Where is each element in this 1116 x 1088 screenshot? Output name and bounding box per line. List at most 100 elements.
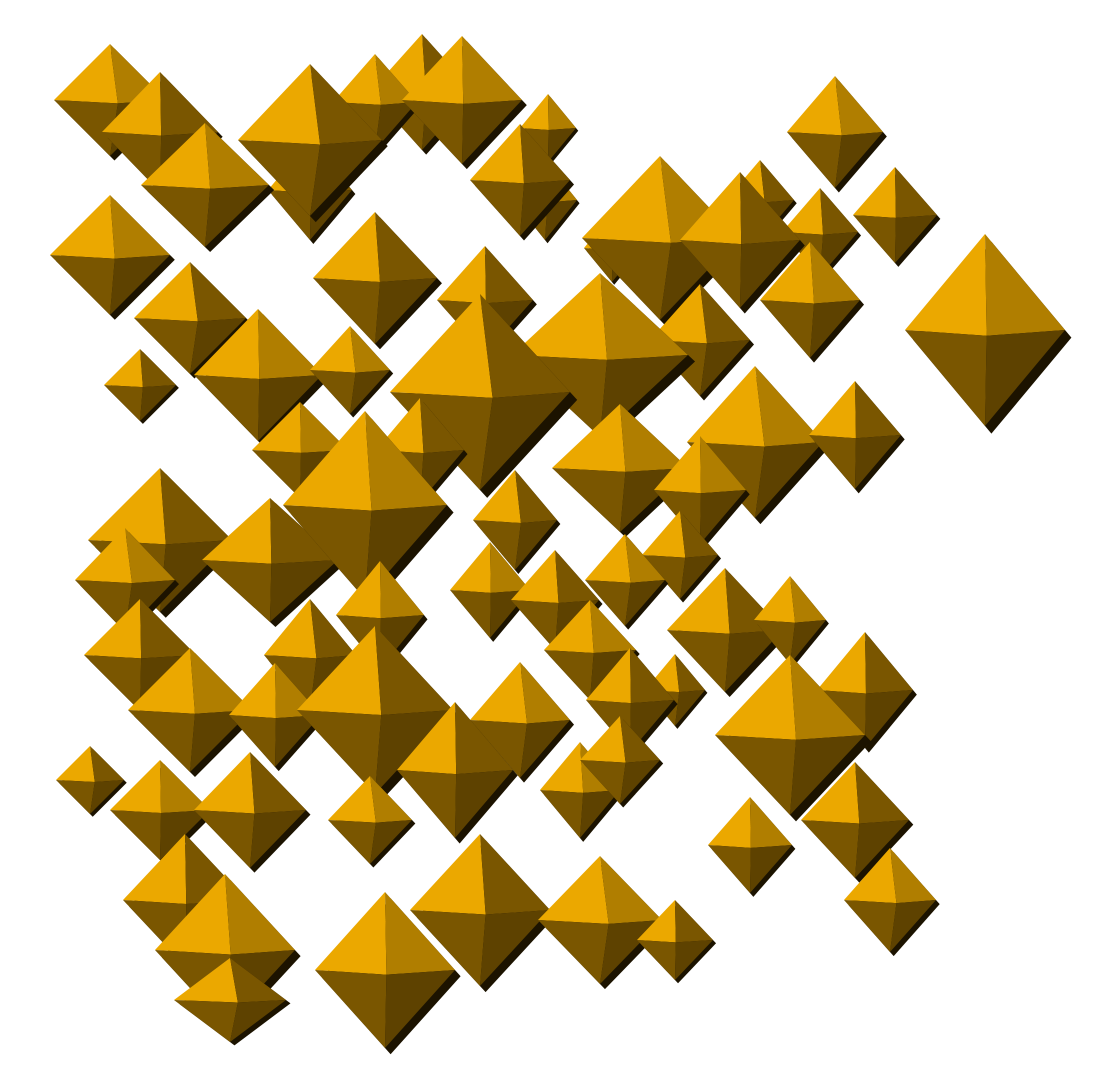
octahedron-face-lower-right bbox=[375, 102, 417, 150]
octahedron-face-upper-right bbox=[895, 167, 937, 218]
octahedron-face-lower-left bbox=[538, 920, 609, 984]
octahedron-face-lower-right bbox=[190, 318, 246, 374]
octahedron-face-lower-left bbox=[642, 555, 686, 599]
octahedron-face-lower-right bbox=[675, 940, 713, 980]
octahedron bbox=[194, 752, 311, 873]
octahedron bbox=[283, 411, 454, 607]
octahedron-face-lower-left bbox=[580, 760, 626, 804]
octahedron-face-upper-right bbox=[755, 366, 823, 447]
octahedron-face-lower-left bbox=[283, 505, 372, 599]
octahedron-face-upper-left bbox=[782, 188, 824, 235]
octahedron bbox=[708, 797, 796, 897]
octahedron-face-lower-left bbox=[134, 318, 198, 374]
octahedron-face-upper-left bbox=[853, 167, 896, 218]
octahedron-face-upper-left bbox=[88, 468, 166, 545]
octahedron bbox=[410, 834, 556, 993]
octahedron-face-lower-right bbox=[625, 580, 665, 626]
octahedron-face-upper-right bbox=[462, 36, 522, 104]
octahedron-face-lower-left bbox=[238, 140, 321, 216]
octahedron-face-lower-left bbox=[582, 238, 671, 320]
octahedron-face-lower-left bbox=[194, 810, 255, 868]
octahedron bbox=[397, 702, 518, 844]
octahedron-face-upper-right bbox=[90, 746, 124, 783]
octahedron-face-lower-right bbox=[110, 255, 170, 315]
octahedron-face-lower-left bbox=[667, 630, 730, 692]
octahedron-face-lower-right bbox=[375, 278, 437, 344]
octahedron-face-lower-left bbox=[174, 1000, 238, 1042]
octahedron bbox=[853, 167, 941, 267]
octahedron-face-lower-left bbox=[110, 810, 161, 860]
octahedron-face-upper-left bbox=[410, 834, 486, 915]
octahedron-face-upper-left bbox=[586, 648, 631, 704]
octahedron-face-upper-left bbox=[473, 470, 521, 523]
octahedron-face-lower-right bbox=[890, 900, 936, 952]
octahedron-face-upper-right bbox=[855, 762, 909, 824]
octahedron-face-lower-right bbox=[790, 735, 865, 815]
octahedron-face-lower-right bbox=[258, 375, 322, 441]
octahedron-face-upper-right bbox=[600, 856, 662, 924]
octahedron bbox=[473, 470, 561, 574]
octahedron-face-lower-left bbox=[229, 715, 276, 767]
octahedron-face-upper-left bbox=[194, 309, 260, 379]
octahedron-face-lower-right bbox=[700, 340, 750, 396]
octahedron-face-lower-right bbox=[270, 560, 338, 622]
octahedron-face-upper-right bbox=[485, 246, 533, 304]
octahedron-face-lower-left bbox=[544, 650, 594, 700]
octahedron-face-upper-left bbox=[680, 172, 742, 245]
octahedron bbox=[552, 404, 694, 538]
octahedron-face-upper-left bbox=[470, 124, 524, 184]
octahedron-face-upper-right bbox=[380, 561, 424, 619]
octahedron-face-upper-left bbox=[110, 760, 161, 813]
octahedron-face-upper-right bbox=[555, 550, 599, 603]
octahedron-face-upper-left bbox=[315, 892, 387, 975]
octahedron-face-lower-left bbox=[511, 600, 559, 650]
octahedron-face-upper-left bbox=[580, 716, 626, 763]
octahedron-face-upper-right bbox=[385, 892, 455, 975]
octahedron-face-upper-right bbox=[230, 958, 286, 1003]
octahedron-face-upper-right bbox=[190, 262, 246, 322]
octahedron bbox=[328, 776, 416, 868]
octahedron-face-upper-right bbox=[258, 309, 322, 379]
octahedron-face-upper-left bbox=[297, 626, 382, 716]
octahedron-face-lower-right bbox=[140, 385, 176, 421]
octahedron-face-lower-left bbox=[128, 710, 195, 772]
octahedron-face-upper-left bbox=[202, 498, 272, 564]
octahedron-face-lower-right bbox=[835, 132, 883, 188]
octahedron bbox=[315, 892, 461, 1055]
octahedron-face-upper-right bbox=[700, 436, 746, 494]
octahedron-face-upper-left bbox=[155, 874, 231, 955]
octahedron-face-upper-right bbox=[480, 834, 550, 915]
octahedron-face-lower-right bbox=[480, 392, 570, 490]
octahedron-face-upper-right bbox=[590, 600, 636, 653]
octahedron-face-lower-right bbox=[250, 810, 306, 868]
octahedron-face-lower-left bbox=[56, 780, 95, 814]
octahedron-face-lower-right bbox=[865, 690, 913, 748]
octahedron-face-lower-left bbox=[853, 215, 896, 263]
octahedron-face-upper-left bbox=[760, 242, 814, 304]
octahedron-face-upper-right bbox=[620, 404, 688, 472]
octahedron-face-upper-left bbox=[102, 72, 162, 136]
octahedron-face-lower-right bbox=[725, 630, 783, 692]
octahedron-face-upper-left bbox=[905, 234, 987, 336]
octahedron-face-lower-left bbox=[104, 385, 143, 421]
octahedron-face-upper-left bbox=[141, 123, 211, 189]
octahedron-face-upper-left bbox=[123, 834, 187, 904]
octahedron-face-upper-right bbox=[480, 294, 570, 398]
octahedron-face-upper-left bbox=[194, 752, 255, 814]
octahedron bbox=[905, 234, 1072, 434]
octahedron-face-upper-left bbox=[844, 848, 897, 904]
octahedron-face-upper-left bbox=[585, 534, 631, 583]
octahedron-face-lower-right bbox=[370, 820, 412, 864]
octahedron bbox=[642, 511, 722, 603]
octahedron-face-lower-right bbox=[790, 620, 826, 664]
octahedron-face-upper-right bbox=[700, 284, 750, 344]
octahedron bbox=[650, 284, 754, 401]
octahedron-face-upper-left bbox=[397, 702, 457, 775]
octahedron-face-upper-left bbox=[283, 411, 372, 511]
octahedron-face-upper-right bbox=[300, 402, 348, 453]
octahedron-face-upper-right bbox=[350, 326, 390, 373]
octahedron-face-lower-right bbox=[462, 100, 522, 164]
octahedron-face-upper-right bbox=[810, 242, 860, 304]
octahedron-face-lower-right bbox=[230, 1000, 286, 1042]
octahedron-face-upper-right bbox=[140, 349, 176, 388]
